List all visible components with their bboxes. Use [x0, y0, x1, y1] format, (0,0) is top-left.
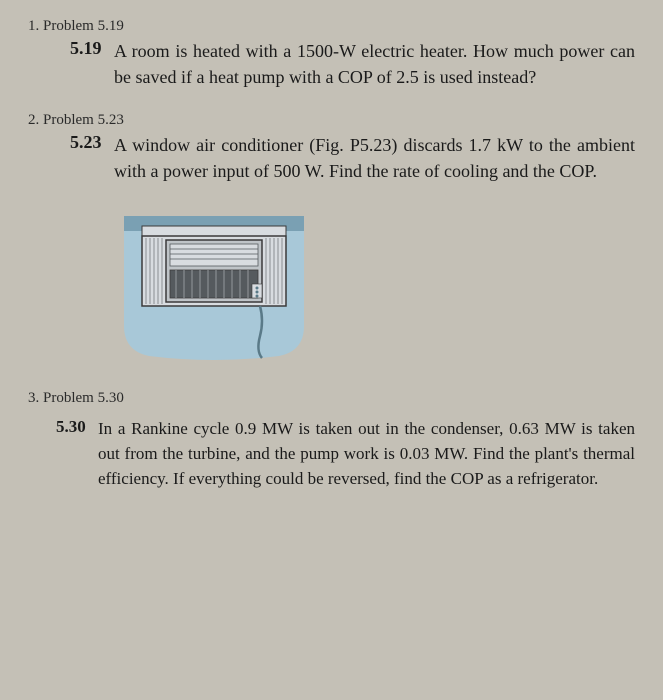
- problem-number: 5.19: [70, 38, 114, 90]
- problem-body: 5.19 A room is heated with a 1500-W elec…: [28, 38, 635, 90]
- problem-number: 5.30: [56, 417, 98, 491]
- problem-block-3: 3. Problem 5.30 5.30 In a Rankine cycle …: [28, 390, 635, 491]
- problem-header: 3. Problem 5.30: [28, 390, 635, 407]
- problem-body: 5.23 A window air conditioner (Fig. P5.2…: [28, 132, 635, 184]
- problem-number: 5.23: [70, 132, 114, 184]
- problem-block-2: 2. Problem 5.23 5.23 A window air condit…: [28, 112, 635, 184]
- problem-header: 1. Problem 5.19: [28, 18, 635, 35]
- problem-text: A window air conditioner (Fig. P5.23) di…: [114, 132, 635, 184]
- problem-text: A room is heated with a 1500-W electric …: [114, 38, 635, 90]
- problem-body: 5.30 In a Rankine cycle 0.9 MW is taken …: [28, 417, 635, 491]
- figure-p5-23: [28, 206, 635, 366]
- problem-text: In a Rankine cycle 0.9 MW is taken out i…: [98, 417, 635, 491]
- problem-block-1: 1. Problem 5.19 5.19 A room is heated wi…: [28, 18, 635, 90]
- problem-header: 2. Problem 5.23: [28, 112, 635, 129]
- ac-unit-illustration: [114, 206, 314, 361]
